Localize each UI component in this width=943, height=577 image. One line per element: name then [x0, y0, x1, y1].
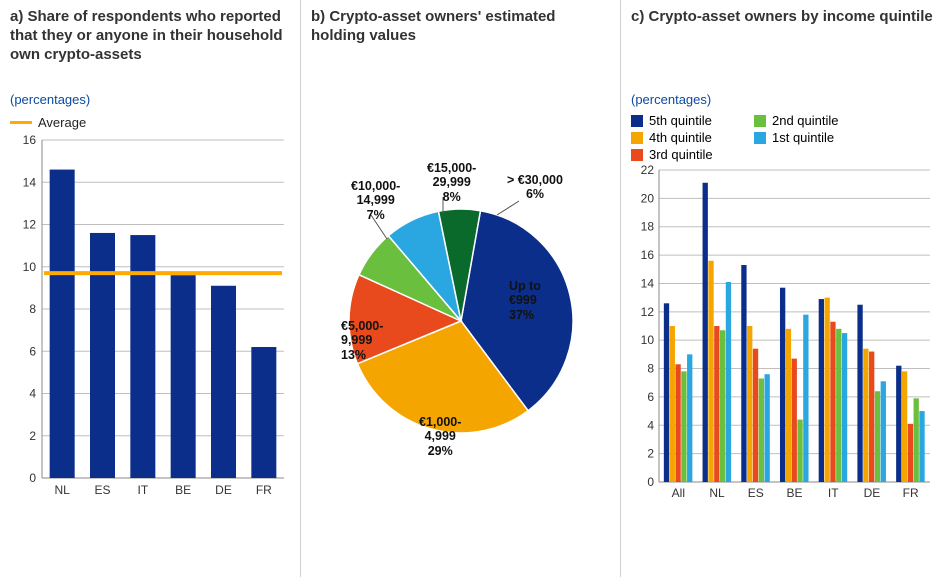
svg-text:NL: NL [54, 483, 70, 497]
svg-text:IT: IT [137, 483, 148, 497]
panel-a: a) Share of respondents who reported tha… [0, 0, 300, 577]
svg-text:16: 16 [641, 248, 655, 262]
panel-c: c) Crypto-asset owners by income quintil… [620, 0, 943, 577]
svg-text:FR: FR [903, 486, 919, 500]
panel-b-chart: Up to€99937% €1,000-4,99929% €5,000-9,9991… [311, 96, 610, 571]
legend-swatch-1st [754, 132, 766, 144]
svg-text:16: 16 [23, 133, 37, 147]
pie-slice-label: €5,000-9,99913% [341, 319, 383, 362]
svg-text:14: 14 [23, 175, 37, 189]
svg-text:20: 20 [641, 191, 655, 205]
svg-text:BE: BE [786, 486, 802, 500]
svg-text:4: 4 [29, 387, 36, 401]
svg-text:22: 22 [641, 164, 655, 177]
svg-text:All: All [672, 486, 685, 500]
panel-c-title: c) Crypto-asset owners by income quintil… [631, 8, 933, 56]
svg-text:6: 6 [29, 344, 36, 358]
svg-text:2: 2 [647, 447, 654, 461]
avg-line-swatch [10, 121, 32, 124]
panel-a-subtitle: (percentages) [10, 92, 290, 107]
pie-slice-label: > €30,0006% [507, 173, 563, 202]
legend-swatch-2nd [754, 115, 766, 127]
svg-text:2: 2 [29, 429, 36, 443]
svg-text:DE: DE [215, 483, 232, 497]
legend-label-5th: 5th quintile [649, 113, 712, 128]
pie-slice-label: Up to€99937% [509, 279, 541, 322]
panel-a-title: a) Share of respondents who reported tha… [10, 8, 290, 86]
svg-text:0: 0 [29, 471, 36, 485]
svg-text:8: 8 [29, 302, 36, 316]
svg-text:10: 10 [23, 260, 37, 274]
svg-text:0: 0 [647, 475, 654, 489]
panels-container: a) Share of respondents who reported tha… [0, 0, 943, 577]
pie-slice-label: €1,000-4,99929% [419, 415, 461, 458]
panel-a-chart: 0 2 4 6 8 10 12 14 16 NL ES IT BE DE FR [10, 132, 290, 571]
panel-c-subtitle: (percentages) [631, 92, 933, 107]
legend-swatch-4th [631, 132, 643, 144]
svg-text:14: 14 [641, 276, 655, 290]
panel-c-legend: 5th quintile 2nd quintile 4th quintile 1… [631, 113, 933, 164]
svg-text:ES: ES [94, 483, 110, 497]
svg-text:DE: DE [864, 486, 881, 500]
legend-swatch-3rd [631, 149, 643, 161]
svg-text:BE: BE [175, 483, 191, 497]
panel-c-chart: 0 2 4 6 8 10 12 14 16 18 20 22 All NL ES BE IT DE FR [631, 164, 933, 571]
svg-text:NL: NL [709, 486, 725, 500]
svg-text:4: 4 [647, 418, 654, 432]
pie-slice-label: €10,000-14,9997% [351, 179, 400, 222]
panel-b: b) Crypto-asset owners' estimated holdin… [300, 0, 620, 577]
svg-text:18: 18 [641, 220, 655, 234]
legend-swatch-5th [631, 115, 643, 127]
legend-label-3rd: 3rd quintile [649, 147, 713, 162]
svg-text:IT: IT [828, 486, 839, 500]
legend-label-1st: 1st quintile [772, 130, 834, 145]
panel-b-title: b) Crypto-asset owners' estimated holdin… [311, 8, 610, 56]
svg-text:10: 10 [641, 333, 655, 347]
legend-label-4th: 4th quintile [649, 130, 712, 145]
svg-text:12: 12 [23, 218, 37, 232]
svg-text:6: 6 [647, 390, 654, 404]
svg-text:ES: ES [748, 486, 764, 500]
svg-text:FR: FR [256, 483, 272, 497]
panel-a-legend: Average [10, 115, 290, 132]
pie-slice-label: €15,000-29,9998% [427, 161, 476, 204]
svg-text:12: 12 [641, 305, 655, 319]
svg-text:8: 8 [647, 362, 654, 376]
legend-label-2nd: 2nd quintile [772, 113, 839, 128]
avg-label: Average [38, 115, 86, 130]
